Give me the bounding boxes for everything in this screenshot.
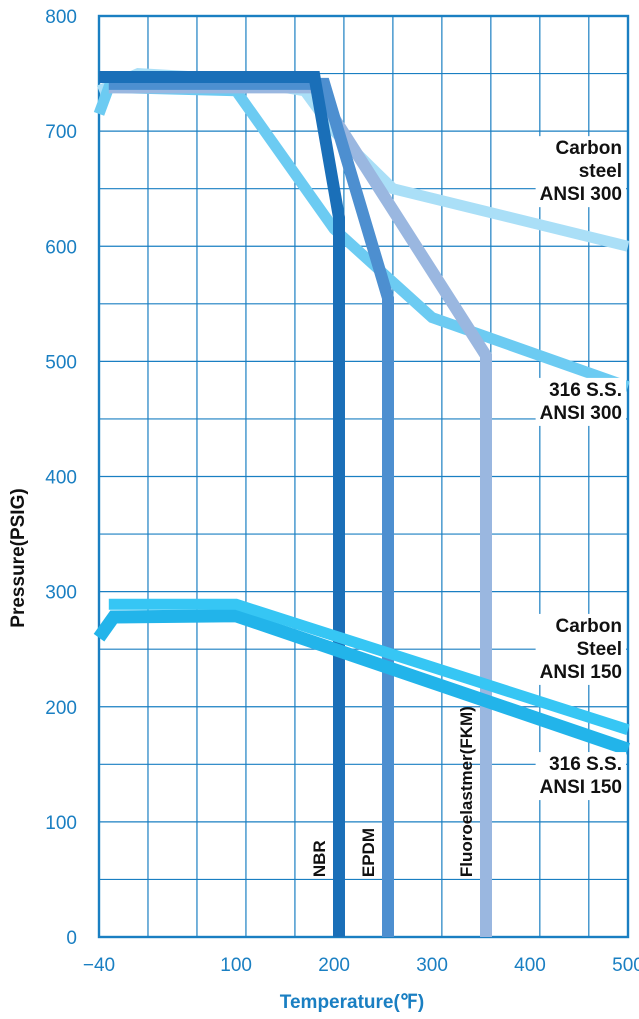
seal-label: EPDM	[359, 828, 378, 877]
y-tick-label: 0	[66, 928, 77, 949]
annotation-text: steel	[579, 161, 622, 182]
series-line-5	[99, 71, 345, 937]
annotation-text: 316 S.S.	[549, 754, 622, 775]
series-line-6	[93, 609, 631, 756]
annotation-text: Carbon	[556, 138, 623, 159]
y-tick-label: 200	[45, 698, 77, 719]
annotation-text: 316 S.S.	[549, 380, 622, 401]
y-tick-label: 300	[45, 583, 77, 604]
annotation-text: Steel	[577, 639, 622, 660]
seal-label: NBR	[310, 840, 329, 877]
y-tick-label: 800	[45, 7, 77, 28]
tick-labels: −40 100 200 300 400 500 0 100 200 300 400 500 600 700…	[45, 7, 639, 976]
x-axis-title: Temperature(℉)	[280, 992, 424, 1013]
seal-label: Fluoroelastmer(FKM)	[457, 706, 476, 877]
series-line-4	[108, 77, 394, 937]
x-tick-label: 300	[416, 955, 448, 976]
series-annotation: 316 S.S.ANSI 300	[535, 377, 626, 426]
annotation-backdrop	[535, 752, 626, 801]
x-tick-label: 500	[612, 955, 639, 976]
annotation-backdrop	[535, 377, 626, 426]
y-tick-label: 700	[45, 122, 77, 143]
annotation-text: ANSI 300	[540, 184, 622, 205]
annotation-text: ANSI 150	[540, 777, 622, 798]
annotation-backdrop	[535, 613, 626, 685]
series-line-7	[108, 598, 630, 736]
annotation-backdrop	[535, 136, 626, 208]
x-tick-label: 400	[514, 955, 546, 976]
y-tick-label: 600	[45, 237, 77, 258]
annotation-text: ANSI 150	[540, 662, 622, 683]
annotation-text: Carbon	[556, 616, 623, 637]
x-tick-label: 200	[318, 955, 350, 976]
series-line-3	[108, 81, 492, 937]
series-lines	[93, 68, 631, 937]
y-tick-label: 100	[45, 813, 77, 834]
y-tick-label: 400	[45, 468, 77, 489]
series-annotation: 316 S.S.ANSI 150	[535, 752, 626, 801]
plot-frame	[97, 14, 630, 939]
x-tick-label: −40	[83, 955, 115, 976]
x-tick-label: 100	[220, 955, 252, 976]
annotation-text: ANSI 300	[540, 403, 622, 424]
y-axis-title: Pressure(PSIG)	[8, 488, 29, 627]
y-tick-label: 500	[45, 352, 77, 373]
series-line-2	[93, 81, 630, 392]
